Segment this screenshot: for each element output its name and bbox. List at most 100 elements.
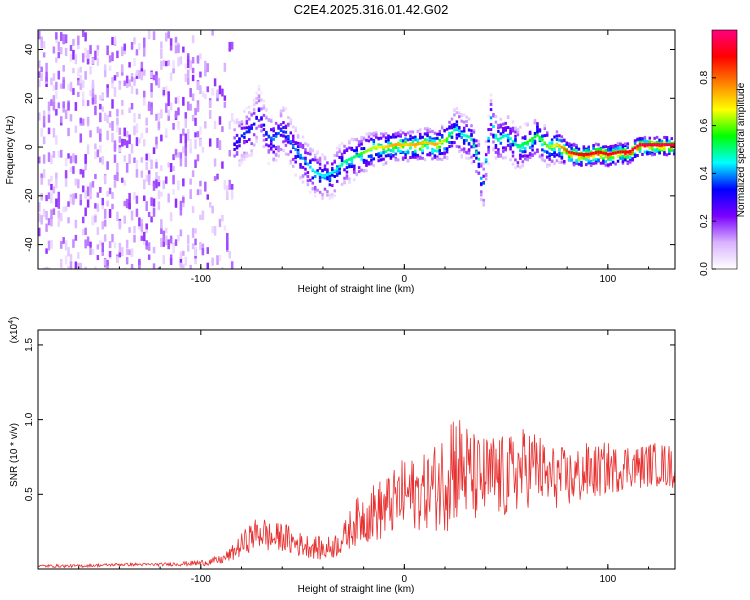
spectrogram-cell	[96, 203, 100, 212]
spectrogram-cell	[438, 157, 442, 161]
spectrogram-cell	[624, 152, 627, 156]
spectrogram-cell	[658, 149, 661, 153]
spectrogram-cell	[489, 123, 493, 127]
spectrogram-y-label: Frequency (Hz)	[5, 116, 16, 185]
spectrogram-cell	[426, 146, 429, 150]
spectrogram-cell	[81, 216, 85, 224]
spectrogram-cell	[221, 126, 224, 132]
spectrogram-cell	[52, 102, 56, 110]
spectrogram-cell	[607, 163, 610, 167]
spectrogram-cell	[296, 154, 300, 158]
spectrogram-cell	[191, 35, 195, 44]
spectrogram-cell	[162, 236, 166, 242]
spectrogram-cell	[387, 154, 390, 158]
spectrogram-cell	[331, 195, 334, 199]
spectrogram-cell	[221, 266, 224, 269]
spectrogram-cell	[399, 133, 402, 137]
spectrogram-cell	[428, 151, 432, 155]
spectrogram-cell	[69, 253, 73, 264]
spectrogram-cell	[360, 135, 363, 139]
spectrogram-cell	[563, 150, 566, 154]
spectrogram-cell	[609, 147, 612, 151]
spectrogram-cell	[233, 119, 236, 123]
spectrogram-cell	[42, 169, 46, 179]
spectrogram-cell	[218, 218, 222, 228]
spectrogram-cell	[563, 139, 566, 143]
spectrogram-cell	[118, 147, 122, 153]
spectrogram-cell	[472, 142, 476, 146]
spectrogram-cell	[304, 157, 307, 161]
spectrogram-cell	[265, 132, 268, 136]
spectrogram-cell	[311, 149, 315, 153]
spectrogram-cell	[272, 134, 275, 138]
spectrogram-cell	[440, 134, 444, 138]
spectrogram-cell	[106, 114, 109, 124]
spectrogram-cell	[653, 148, 656, 152]
spectrogram-cell	[226, 241, 229, 250]
spectrogram-cell	[414, 153, 417, 157]
spectrogram-cell	[655, 135, 659, 139]
spectrogram-cell	[226, 190, 229, 201]
spectrogram-cell	[409, 134, 412, 138]
spectrogram-cell	[72, 199, 75, 205]
spectrogram-cell	[179, 200, 183, 210]
spectrogram-cell	[343, 144, 346, 148]
spectrogram-cell	[103, 208, 107, 219]
spectrogram-cell	[375, 131, 378, 135]
spectrogram-cell	[196, 81, 200, 90]
spectrogram-cell	[631, 158, 634, 162]
spectrogram-cell	[609, 156, 612, 160]
spectrogram-cell	[238, 163, 241, 167]
spectrogram-cell	[69, 81, 73, 92]
spectrogram-ridge-cell	[523, 141, 527, 145]
spectrogram-cell	[140, 68, 144, 75]
spectrogram-cell	[504, 148, 507, 152]
spectrogram-cell	[541, 157, 544, 161]
spectrogram-cell	[396, 158, 400, 162]
spectrogram-cell	[279, 147, 283, 151]
spectrogram-cell	[472, 128, 476, 132]
spectrogram-cell	[536, 128, 539, 132]
spectrogram-ridge-cell	[255, 115, 258, 119]
spectrogram-cell	[453, 109, 456, 113]
spectrogram-cell	[116, 108, 119, 117]
spectrogram-cell	[216, 255, 219, 265]
spectrogram-cell	[641, 152, 644, 156]
spectrogram-cell	[460, 130, 463, 134]
spectrogram-ridge-cell	[458, 129, 461, 133]
spectrogram-cell	[348, 165, 351, 169]
spectrogram-cell	[289, 150, 293, 154]
spectrogram-ridge-cell	[558, 144, 561, 148]
spectrogram-cell	[145, 223, 148, 230]
spectrogram-cell	[245, 139, 249, 143]
spectrogram-cell	[50, 175, 53, 182]
spectrogram-cell	[316, 169, 319, 173]
spectrogram-cell	[57, 191, 61, 201]
spectrogram-cell	[462, 129, 466, 133]
spectrogram-cell	[38, 112, 41, 121]
spectrogram-cell	[128, 62, 131, 68]
spectrogram-cell	[89, 183, 92, 193]
spectrogram-cell	[289, 159, 293, 163]
spectrogram-cell	[497, 129, 500, 133]
spectrogram-cell	[585, 157, 588, 161]
spectrogram-cell	[384, 161, 388, 165]
spectrogram-ridge-cell	[594, 151, 598, 155]
spectrogram-cell	[543, 127, 547, 131]
spectrogram-ridge-cell	[543, 141, 547, 145]
spectrogram-cell	[86, 199, 90, 208]
spectrogram-cell	[123, 180, 126, 186]
spectrogram-cell	[431, 137, 434, 141]
spectrogram-cell	[140, 219, 144, 227]
spectrogram-cell	[208, 201, 212, 208]
spectrogram-cell	[167, 239, 170, 250]
spectrogram-cell	[323, 157, 327, 161]
spectrogram-cell	[287, 116, 290, 120]
spectrogram-cell	[475, 156, 478, 160]
spectrogram-cell	[118, 83, 122, 90]
spectrogram-ridge-cell	[333, 169, 337, 173]
spectrogram-cell	[411, 155, 415, 159]
spectrogram-cell	[668, 150, 671, 154]
spectrogram-ridge-cell	[377, 145, 380, 149]
